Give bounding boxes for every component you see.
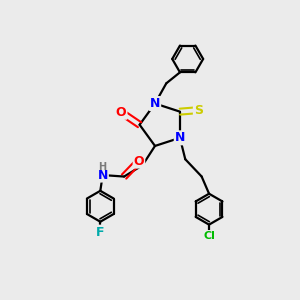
Text: Cl: Cl <box>203 231 215 241</box>
Text: N: N <box>98 169 108 182</box>
Text: O: O <box>134 154 144 168</box>
Text: O: O <box>116 106 127 119</box>
Text: F: F <box>96 226 105 238</box>
Text: N: N <box>150 97 160 110</box>
Text: S: S <box>194 103 203 117</box>
Text: N: N <box>175 131 185 144</box>
Text: H: H <box>98 162 106 172</box>
